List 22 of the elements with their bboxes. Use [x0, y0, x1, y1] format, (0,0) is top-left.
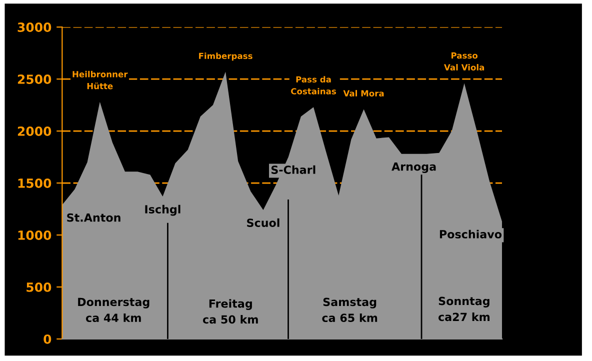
y-tick-label: 0	[44, 334, 52, 344]
y-tick-label: 2000	[18, 126, 52, 136]
annotation: Freitag ca 50 km	[202, 299, 258, 324]
annotation: Sonntag ca27 km	[438, 296, 490, 322]
y-tick-label: 500	[26, 282, 52, 292]
data-label: St.Anton	[67, 213, 120, 222]
data-label: Ischgl	[145, 204, 180, 216]
data-label: S-Charl	[271, 165, 316, 174]
data-label: Poschiavo	[440, 230, 502, 238]
annotation: Donnerstag ca 44 km	[78, 298, 150, 322]
y-tick-label: 2500	[18, 74, 52, 84]
data-label: Scuol	[247, 218, 280, 227]
y-tick-label: 1000	[18, 230, 52, 240]
data-label: Passo Val Viola	[444, 52, 484, 70]
annotation: Samstag ca 65 km	[322, 298, 378, 322]
data-label: Pass da Costainas	[291, 76, 336, 94]
data-label: Val Mora	[343, 90, 384, 96]
y-tick-label: 1500	[18, 178, 52, 188]
data-label: Arnoga	[392, 162, 436, 174]
y-tick-label: 3000	[18, 22, 52, 32]
data-label: Heilbronner Hütte	[72, 70, 128, 90]
data-label: Fimberpass	[199, 52, 252, 61]
